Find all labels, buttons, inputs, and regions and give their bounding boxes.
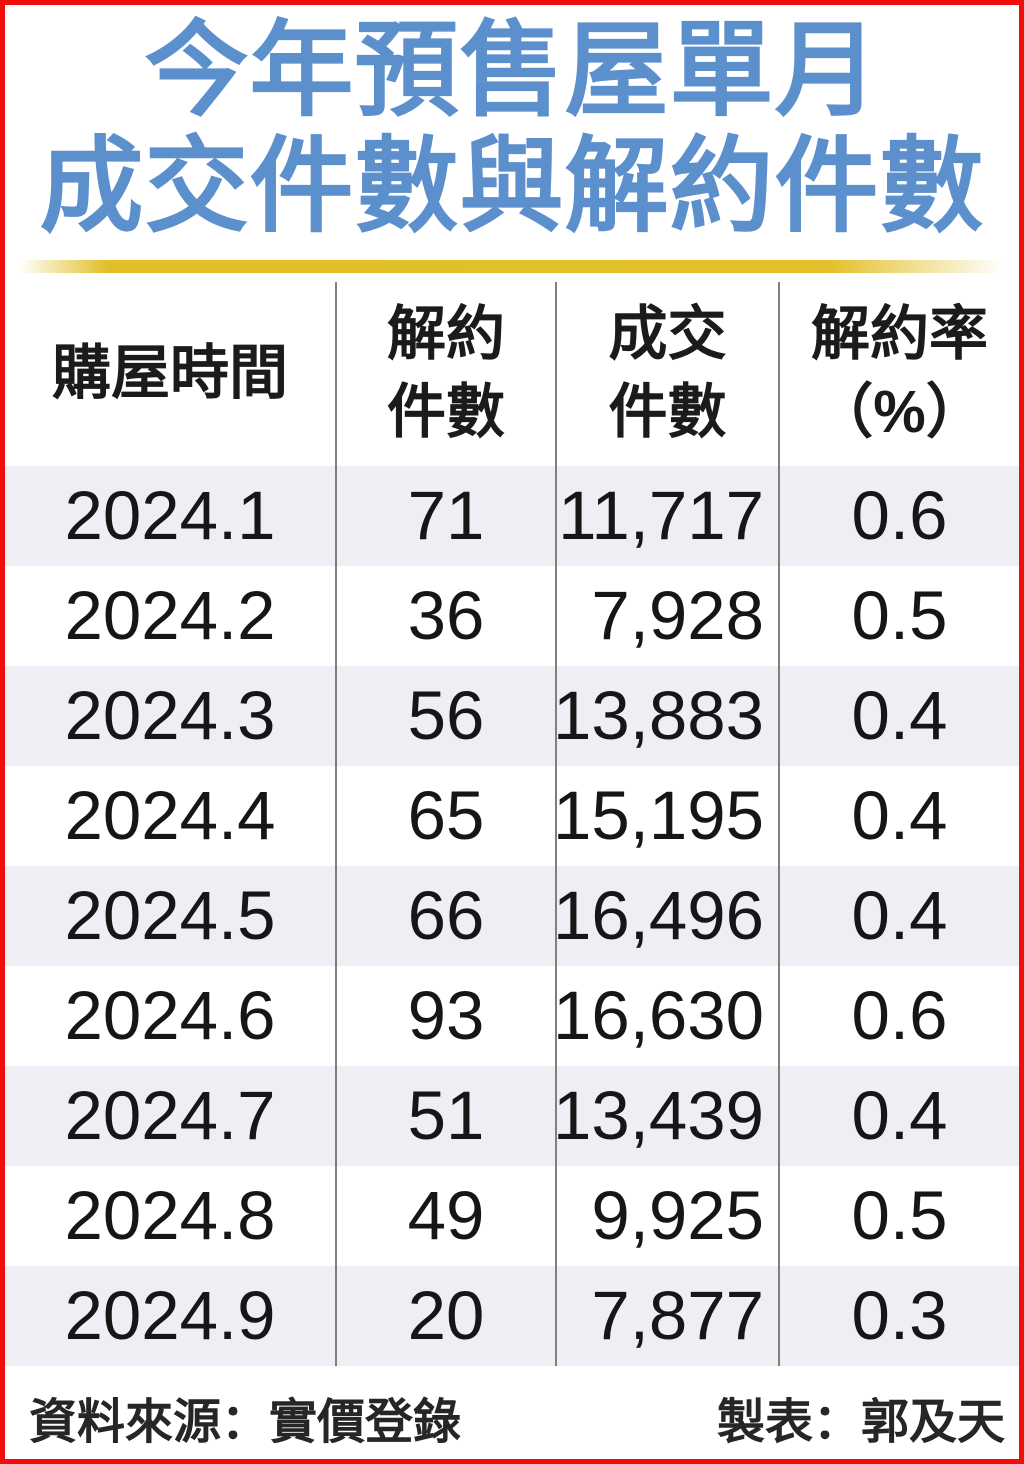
cell-rate: 0.5 bbox=[851, 1177, 948, 1255]
header-cancel-line2: 件數 bbox=[386, 378, 505, 445]
cell-cancellations: 71 bbox=[337, 465, 557, 566]
table-header-row: 購屋時間 解約 件數 成交 件數 解約率 （%） bbox=[5, 281, 1019, 466]
page-title-line2: 成交件數與解約件數 bbox=[39, 129, 985, 246]
table-row: 2024.8 49 9,925 0.5 bbox=[5, 1165, 1019, 1266]
cell-cancellations: 66 bbox=[337, 865, 557, 966]
cell-transactions: 15,195 bbox=[557, 765, 780, 866]
gold-divider-bar bbox=[19, 259, 1005, 273]
header-deal-line1: 成交 bbox=[608, 301, 727, 368]
cell-transactions: 11,717 bbox=[557, 465, 780, 566]
cell-period: 2024.8 bbox=[5, 1165, 337, 1266]
cell-period: 2024.9 bbox=[5, 1265, 337, 1366]
cell-rate: 0.4 bbox=[851, 1077, 948, 1155]
table-row: 2024.1 71 11,717 0.6 bbox=[5, 465, 1019, 566]
cell-period: 2024.5 bbox=[5, 865, 337, 966]
cell-rate: 0.4 bbox=[851, 877, 948, 955]
header-rate-line1: 解約率 bbox=[810, 301, 988, 368]
header-rate-line2: （%） bbox=[814, 378, 985, 445]
cell-transactions: 16,496 bbox=[557, 865, 780, 966]
header-period-label: 購屋時間 bbox=[51, 340, 288, 406]
cell-period: 2024.1 bbox=[5, 465, 337, 566]
header-cell-cancellations: 解約 件數 bbox=[337, 281, 557, 466]
table-row: 2024.3 56 13,883 0.4 bbox=[5, 665, 1019, 766]
header-cell-rate: 解約率 （%） bbox=[780, 282, 1019, 466]
cell-period: 2024.4 bbox=[5, 765, 337, 866]
cell-cancellations: 65 bbox=[337, 765, 557, 866]
table-row: 2024.4 65 15,195 0.4 bbox=[5, 765, 1019, 866]
table-row: 2024.7 51 13,439 0.4 bbox=[5, 1065, 1019, 1166]
cell-period: 2024.2 bbox=[5, 565, 337, 666]
data-table: 購屋時間 解約 件數 成交 件數 解約率 （%） 2024.1 71 11,71… bbox=[5, 281, 1019, 1366]
header-deal-line2: 件數 bbox=[608, 378, 727, 445]
table-row: 2024.6 93 16,630 0.6 bbox=[5, 965, 1019, 1066]
cell-cancellations: 51 bbox=[337, 1065, 557, 1166]
table-row: 2024.5 66 16,496 0.4 bbox=[5, 865, 1019, 966]
cell-cancellations: 56 bbox=[337, 665, 557, 766]
page-title-line1: 今年預售屋單月 bbox=[144, 13, 880, 129]
cell-period: 2024.7 bbox=[5, 1065, 337, 1166]
footer: 資料來源：實價登錄 製表：郭及天 bbox=[29, 1382, 1005, 1452]
cell-rate: 0.5 bbox=[851, 577, 948, 655]
header-cell-period: 購屋時間 bbox=[5, 281, 337, 466]
cell-rate: 0.4 bbox=[851, 777, 948, 855]
table-row: 2024.9 20 7,877 0.3 bbox=[5, 1265, 1019, 1366]
cell-rate: 0.6 bbox=[851, 477, 948, 555]
cell-transactions: 7,877 bbox=[557, 1265, 780, 1366]
cell-cancellations: 49 bbox=[337, 1165, 557, 1266]
cell-cancellations: 20 bbox=[337, 1265, 557, 1366]
header-cancel-line1: 解約 bbox=[386, 301, 505, 368]
cell-rate: 0.3 bbox=[851, 1277, 948, 1355]
cell-transactions: 7,928 bbox=[557, 565, 780, 666]
cell-cancellations: 36 bbox=[337, 565, 557, 666]
cell-period: 2024.6 bbox=[5, 965, 337, 1066]
footer-credit: 製表：郭及天 bbox=[716, 1395, 1005, 1449]
cell-rate: 0.6 bbox=[851, 977, 948, 1055]
cell-transactions: 16,630 bbox=[557, 965, 780, 1066]
cell-transactions: 13,883 bbox=[557, 665, 780, 766]
table-row: 2024.2 36 7,928 0.5 bbox=[5, 565, 1019, 666]
cell-cancellations: 93 bbox=[337, 965, 557, 1066]
footer-source: 資料來源：實價登錄 bbox=[29, 1395, 462, 1449]
header-cell-transactions: 成交 件數 bbox=[557, 281, 780, 466]
cell-period: 2024.3 bbox=[5, 665, 337, 766]
cell-transactions: 13,439 bbox=[557, 1065, 780, 1166]
cell-transactions: 9,925 bbox=[557, 1165, 780, 1266]
cell-rate: 0.4 bbox=[851, 677, 948, 755]
page-title: 今年預售屋單月 成交件數與解約件數 bbox=[5, 5, 1019, 246]
